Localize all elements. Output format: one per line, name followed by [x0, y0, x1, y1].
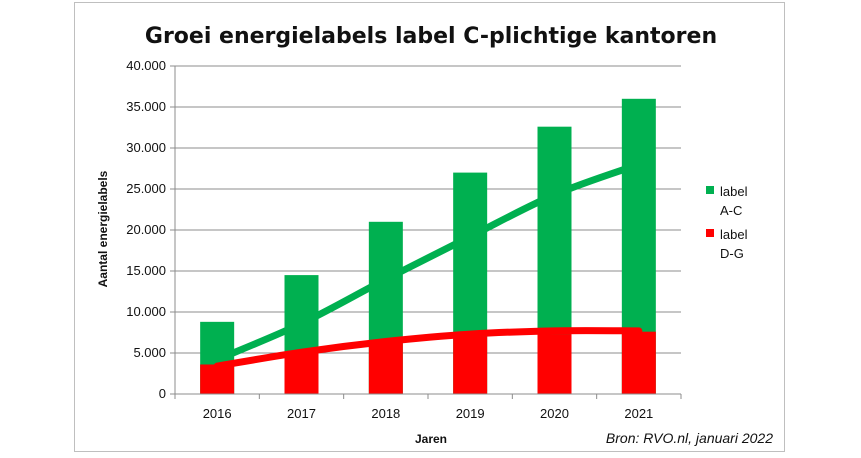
- y-tick-label: 40.000: [126, 58, 166, 73]
- bars: [200, 98, 656, 395]
- legend-label: label: [720, 227, 748, 242]
- trendlines: [213, 160, 643, 370]
- trendline-a-c: [213, 160, 643, 364]
- bar-d-g-2017: [284, 353, 319, 394]
- chart-title: Groei energielabels label C-plichtige ka…: [145, 24, 717, 49]
- x-tick-label: 2017: [287, 406, 316, 421]
- trendline-d-g: [213, 327, 643, 370]
- bar-d-g-2018: [368, 343, 403, 394]
- y-tick-label: 0: [159, 386, 166, 401]
- x-axis-label: Jaren: [415, 432, 447, 446]
- y-tick-label: 5.000: [133, 345, 166, 360]
- y-tick-labels: 0 5.000 10.000 15.000 20.000 25.000 30.000 35.0…: [126, 58, 166, 401]
- y-tick-label: 20.000: [126, 222, 166, 237]
- legend-label: A-C: [720, 203, 742, 218]
- axes: [174, 66, 682, 399]
- gridlines: [170, 65, 681, 395]
- bar-d-g-2020: [537, 334, 572, 394]
- x-tick-label: 2020: [540, 406, 569, 421]
- legend-swatch: [706, 186, 714, 194]
- bar-d-g-2021: [621, 331, 656, 394]
- x-tick-label: 2018: [371, 406, 400, 421]
- x-tick-label: 2021: [624, 406, 653, 421]
- chart: Groei energielabels label C-plichtige ka…: [96, 24, 773, 446]
- legend-swatch: [706, 229, 714, 237]
- y-tick-label: 35.000: [126, 99, 166, 114]
- bar-d-g-2019: [453, 336, 488, 394]
- legend: label A-C label D-G: [706, 184, 748, 261]
- source-note: Bron: RVO.nl, januari 2022: [606, 430, 773, 446]
- legend-label: D-G: [720, 246, 744, 261]
- y-axis-label: Aantal energielabels: [96, 170, 110, 287]
- x-tick-label: 2019: [456, 406, 485, 421]
- x-tick-labels: 2016 2017 2018 2019 2020 2021: [203, 406, 654, 421]
- y-tick-label: 30.000: [126, 140, 166, 155]
- legend-label: label: [720, 184, 748, 199]
- y-tick-label: 15.000: [126, 263, 166, 278]
- x-tick-label: 2016: [203, 406, 232, 421]
- y-tick-label: 25.000: [126, 181, 166, 196]
- chart-frame: Groei energielabels label C-plichtige ka…: [74, 2, 785, 452]
- y-tick-label: 10.000: [126, 304, 166, 319]
